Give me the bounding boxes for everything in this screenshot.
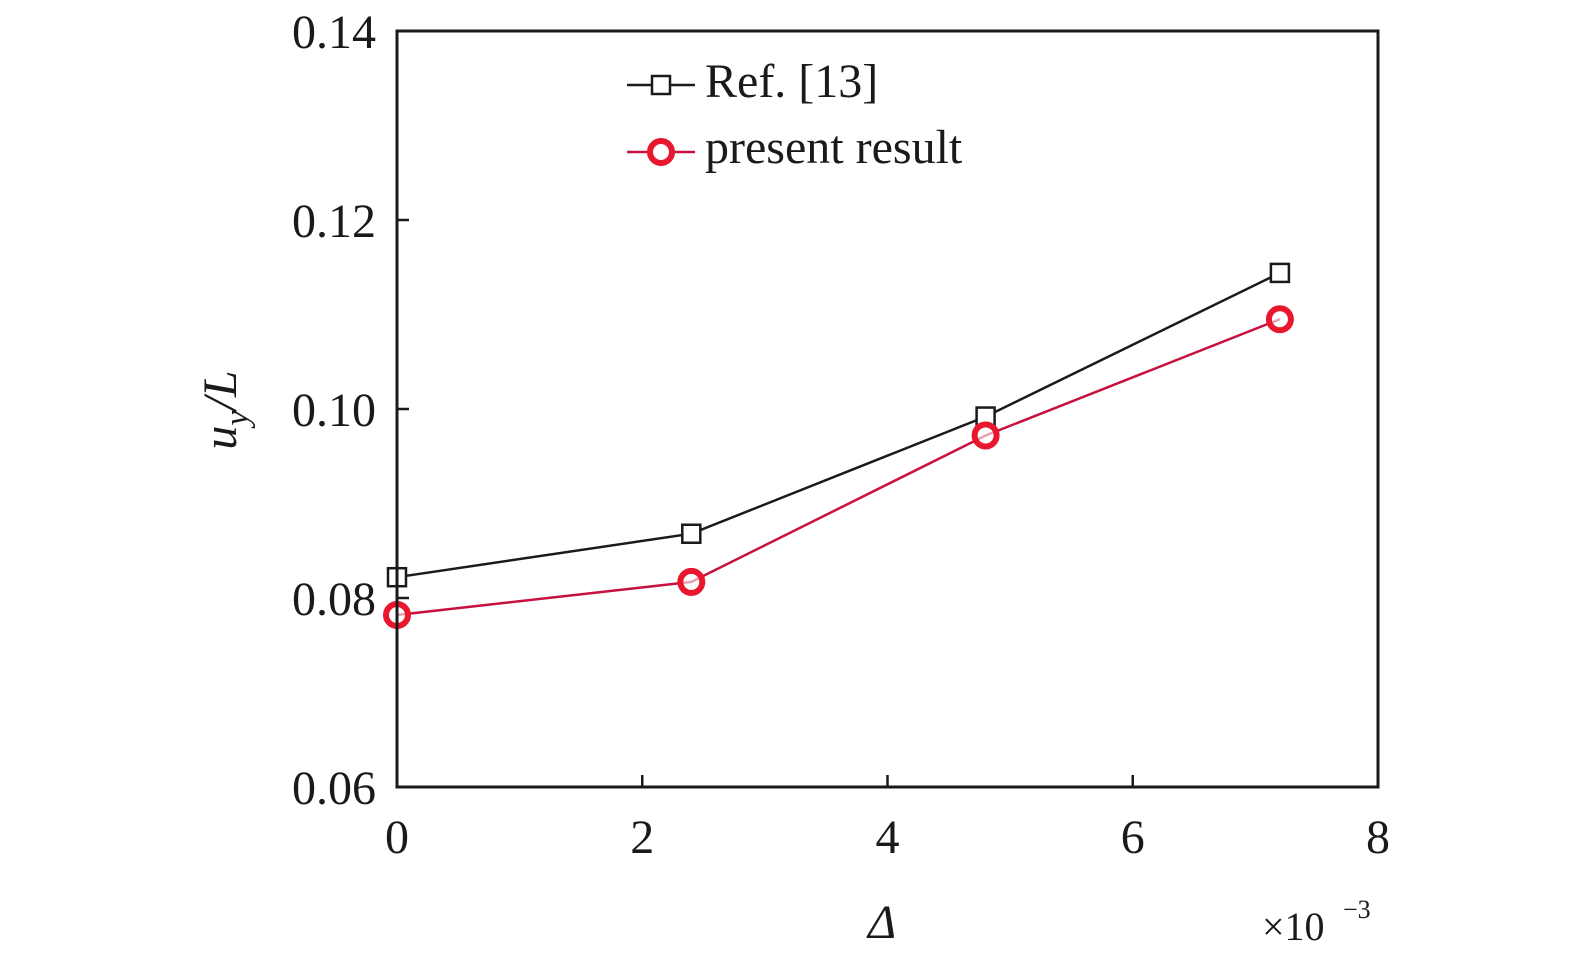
y-axis-label-sub: y bbox=[219, 410, 256, 429]
y-tick-label: 0.08 bbox=[292, 573, 376, 626]
y-tick-label: 0.12 bbox=[292, 195, 376, 248]
data-point-square bbox=[681, 523, 702, 544]
y-axis-label: uy/L bbox=[194, 370, 256, 449]
legend-entry-ref: Ref. [13] bbox=[627, 55, 878, 108]
legend-ref-marker bbox=[650, 74, 672, 96]
series-line bbox=[396, 271, 1281, 579]
data-point-square bbox=[1269, 262, 1291, 284]
x-multiplier: ×10 −3 bbox=[1262, 895, 1371, 949]
y-axis-label-tail: /L bbox=[194, 370, 247, 413]
x-multiplier-base: ×10 bbox=[1262, 904, 1325, 949]
ticks-layer bbox=[397, 218, 1134, 787]
x-axis-label: Δ bbox=[866, 896, 896, 949]
plot-frame bbox=[395, 29, 1380, 789]
data-point-circle bbox=[1265, 305, 1294, 334]
legend: Ref. [13] present result bbox=[627, 55, 963, 174]
x-tick-label: 0 bbox=[385, 811, 409, 864]
series-present bbox=[383, 305, 1294, 630]
y-tick-label: 0.06 bbox=[292, 762, 376, 815]
y-tick-label: 0.10 bbox=[292, 384, 376, 437]
legend-entry-present: present result bbox=[627, 121, 963, 174]
x-tick-label: 2 bbox=[630, 811, 654, 864]
data-point-circle bbox=[971, 421, 1000, 450]
series-layer bbox=[383, 262, 1294, 630]
labels-layer: 0 2 4 6 8 0.06 0.08 0.10 0.12 0.14 bbox=[292, 6, 1390, 864]
y-axis-label-main: u bbox=[194, 426, 247, 450]
y-tick-label: 0.14 bbox=[292, 6, 376, 59]
data-point-circle bbox=[677, 567, 706, 596]
series-ref bbox=[386, 262, 1291, 588]
legend-present-marker bbox=[647, 138, 675, 166]
x-multiplier-exponent: −3 bbox=[1343, 895, 1371, 924]
series-line bbox=[396, 318, 1281, 617]
legend-ref-label: Ref. [13] bbox=[705, 55, 878, 108]
legend-present-label: present result bbox=[705, 121, 963, 174]
x-tick-label: 4 bbox=[876, 811, 900, 864]
x-tick-label: 6 bbox=[1121, 811, 1145, 864]
x-tick-label: 8 bbox=[1366, 811, 1390, 864]
